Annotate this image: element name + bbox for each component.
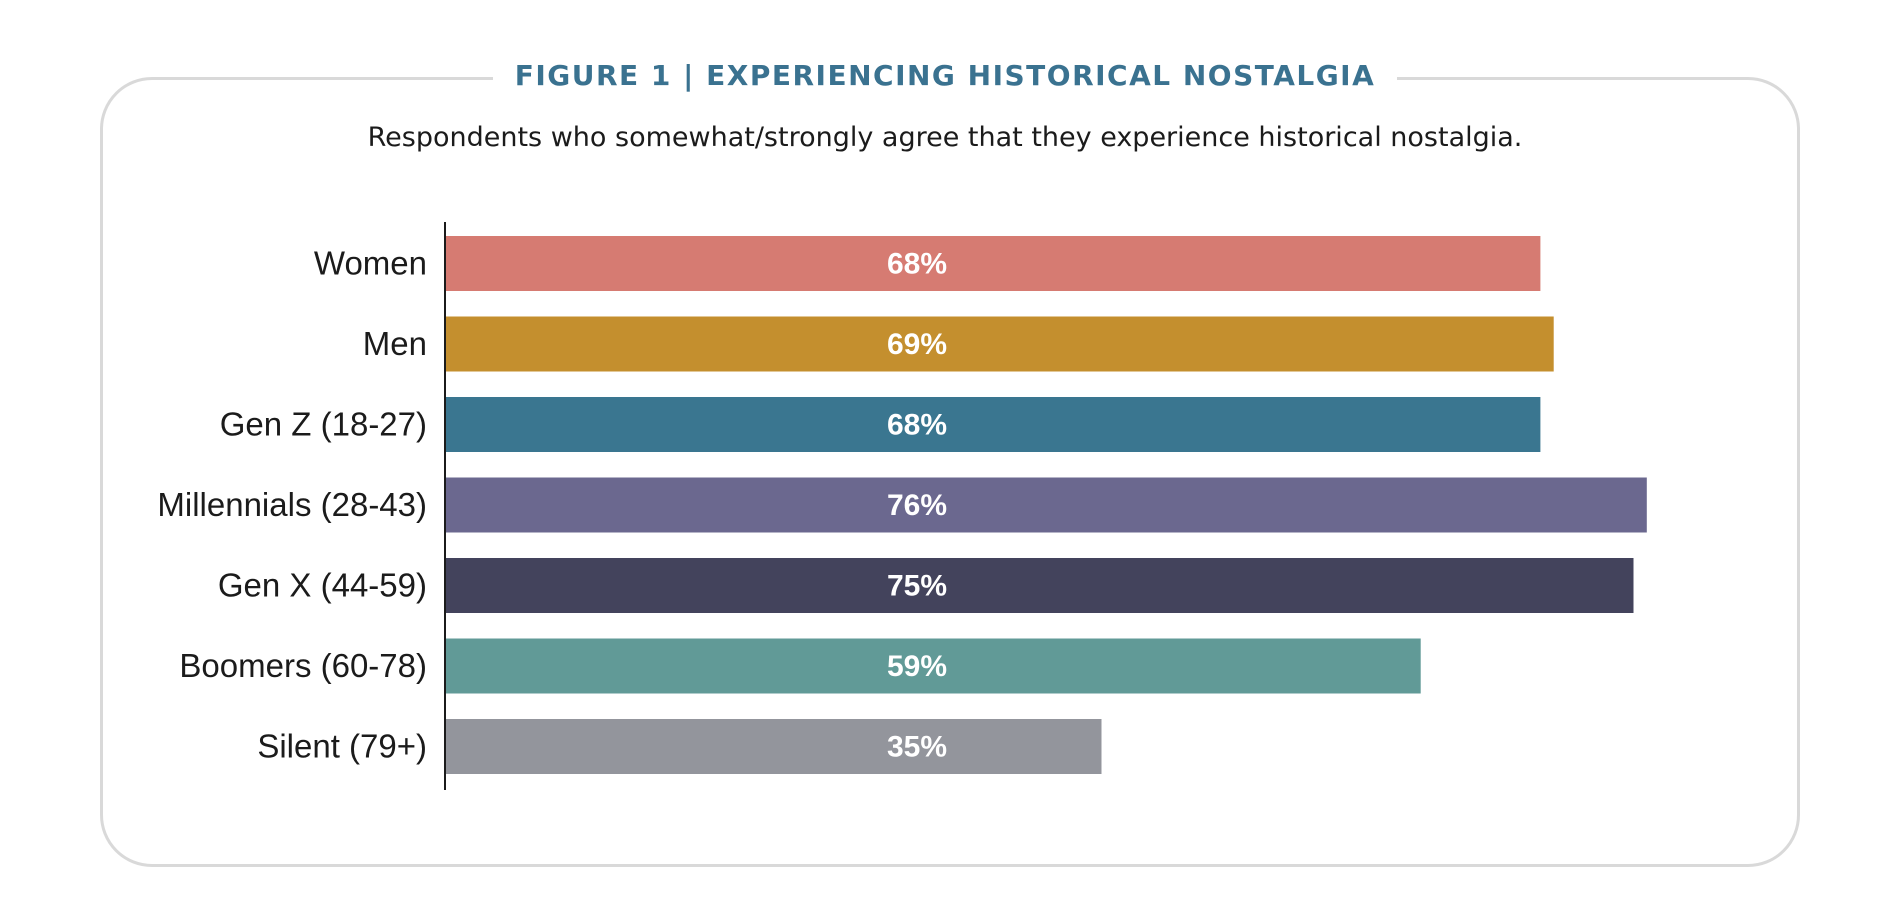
value-label: 68% — [887, 248, 947, 281]
bar — [446, 397, 1541, 452]
category-label: Silent (79+) — [257, 728, 427, 765]
value-label: 59% — [887, 650, 947, 683]
value-label: 75% — [887, 570, 947, 603]
bars-group: Women 68% Men 69% Gen Z (18-27) 68% Millennial… — [157, 236, 1647, 774]
bar — [446, 316, 1554, 372]
value-label: 76% — [887, 489, 947, 522]
value-label: 35% — [887, 731, 947, 764]
value-label: 69% — [887, 328, 947, 361]
category-label: Boomers (60-78) — [179, 647, 427, 684]
value-label: 68% — [887, 409, 947, 442]
bar — [446, 236, 1541, 291]
chart-title: FIGURE 1 | EXPERIENCING HISTORICAL NOSTA… — [492, 56, 1398, 96]
category-label: Women — [314, 245, 427, 282]
category-label: Gen Z (18-27) — [220, 406, 427, 443]
bar — [446, 638, 1421, 694]
bar — [446, 558, 1634, 613]
chart-subtitle: Respondents who somewhat/strongly agree … — [367, 122, 1523, 153]
category-label: Gen X (44-59) — [218, 567, 427, 604]
bar — [446, 719, 1102, 774]
bar — [446, 477, 1647, 533]
category-label: Millennials (28-43) — [157, 486, 427, 523]
title-wrapper: FIGURE 1 | EXPERIENCING HISTORICAL NOSTA… — [0, 56, 1890, 96]
category-label: Men — [363, 325, 427, 362]
